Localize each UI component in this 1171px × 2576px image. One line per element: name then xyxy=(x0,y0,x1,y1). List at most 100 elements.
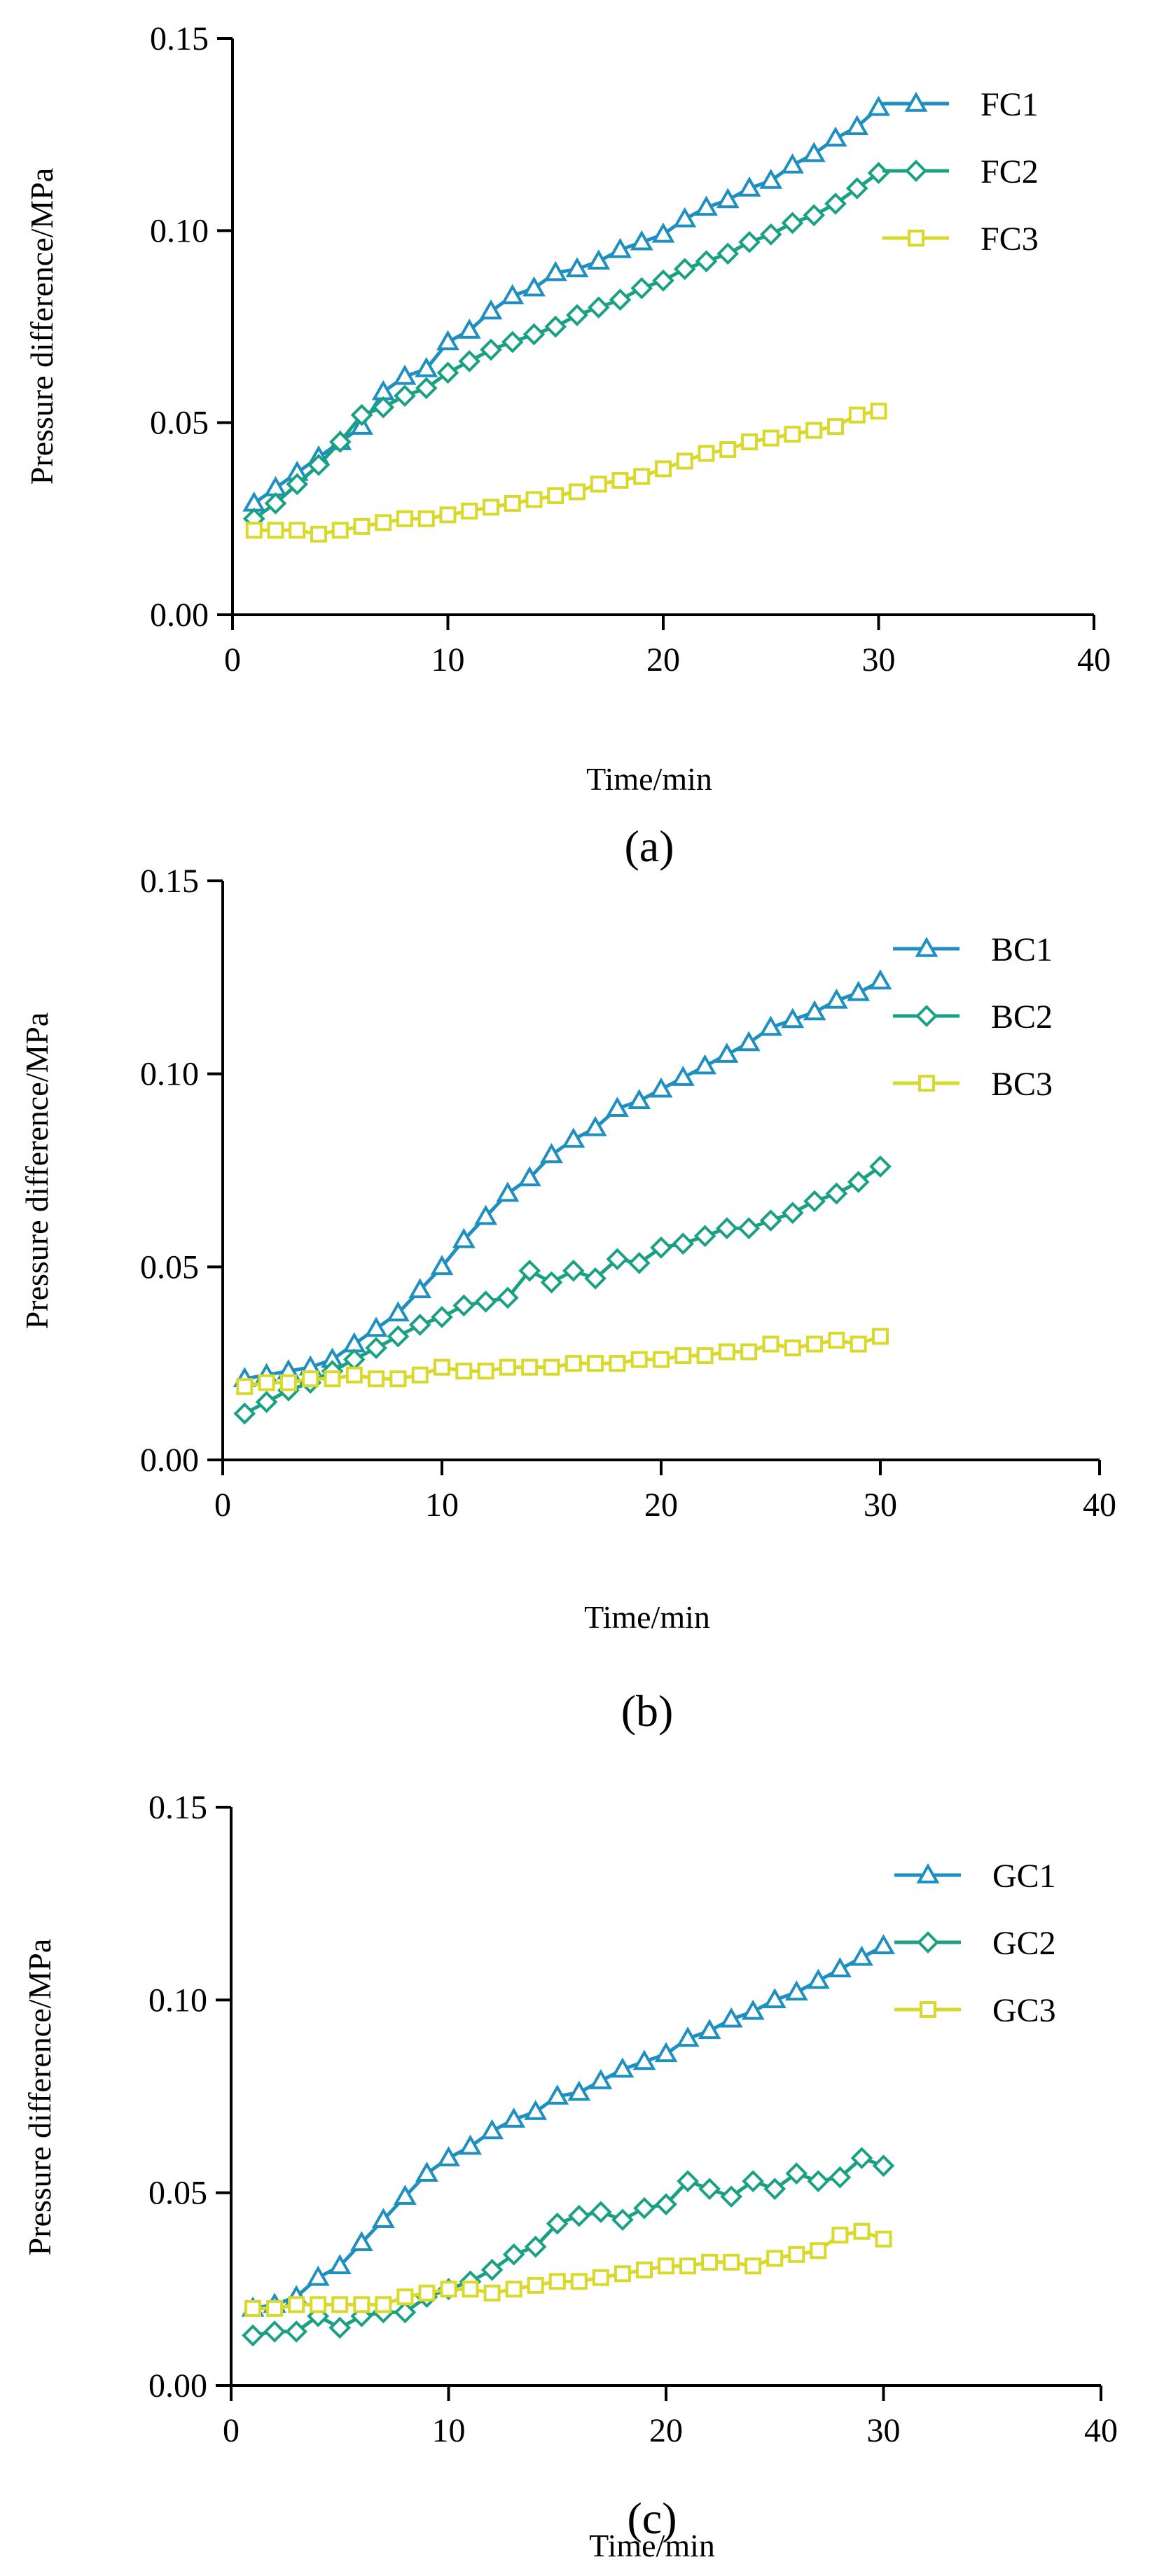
x-tick-label: 10 xyxy=(432,2412,466,2449)
data-point xyxy=(567,2080,591,2101)
data-point xyxy=(364,1316,388,1337)
data-point xyxy=(718,1343,735,1360)
x-tick-label: 20 xyxy=(646,641,680,678)
data-point xyxy=(649,1077,673,1098)
data-point xyxy=(784,1980,808,2001)
data-point xyxy=(716,242,740,265)
chart-panel-1: 0.00 0.05 0.10 0.15 0 10 20 30 40 Time/min Pressur… xyxy=(24,20,1111,871)
data-point xyxy=(310,525,327,543)
y-axis-title: Pressure difference/MPa xyxy=(19,1012,55,1330)
x-tick-label: 20 xyxy=(644,1487,678,1524)
y-tick-label: 0.00 xyxy=(148,2367,207,2404)
data-point xyxy=(806,1968,830,1989)
data-point xyxy=(695,195,718,216)
x-tick-label: 10 xyxy=(431,641,465,678)
data-point xyxy=(331,2296,349,2313)
legend-marker xyxy=(918,1075,935,1092)
data-point xyxy=(609,288,632,311)
data-point xyxy=(824,988,848,1009)
data-point xyxy=(807,2170,830,2192)
legend-label: GC2 xyxy=(992,1925,1056,1962)
data-point xyxy=(676,452,693,470)
data-point xyxy=(415,356,438,377)
data-point xyxy=(483,499,499,516)
data-point xyxy=(698,445,715,462)
data-point xyxy=(255,1391,278,1414)
data-point xyxy=(375,514,392,531)
data-point xyxy=(459,2134,482,2155)
data-point xyxy=(567,2204,590,2227)
data-point xyxy=(310,2296,327,2313)
data-point xyxy=(480,338,502,361)
data-point xyxy=(870,403,887,420)
data-point xyxy=(693,1054,717,1075)
data-point xyxy=(437,2146,460,2166)
legend-item-FC1: FC1 xyxy=(882,86,1039,123)
y-tick-label: 0.00 xyxy=(140,1442,199,1479)
data-point xyxy=(715,1043,739,1063)
data-point xyxy=(802,141,826,162)
y-tick-label: 0.15 xyxy=(150,20,209,57)
data-point xyxy=(696,1347,714,1365)
data-point xyxy=(474,1290,497,1313)
data-point xyxy=(738,230,761,253)
data-point xyxy=(825,1182,848,1205)
data-point xyxy=(328,431,352,453)
data-point xyxy=(845,177,868,200)
data-point xyxy=(288,2296,305,2313)
data-point xyxy=(744,2257,762,2275)
legend-item-BC1: BC1 xyxy=(893,931,1053,968)
data-point xyxy=(848,406,866,424)
data-point xyxy=(233,1402,256,1425)
y-tick-label: 0.10 xyxy=(148,1982,207,2019)
y-tick-label: 0.05 xyxy=(140,1248,199,1286)
x-tick-label: 40 xyxy=(1077,641,1111,678)
x-tick-label: 0 xyxy=(214,1487,231,1524)
data-point xyxy=(719,441,737,459)
data-point xyxy=(673,258,696,281)
x-tick-label: 0 xyxy=(224,641,241,678)
data-point xyxy=(737,1217,761,1240)
y-tick-label: 0.10 xyxy=(150,212,209,249)
data-point xyxy=(263,2320,286,2343)
data-point xyxy=(245,522,263,539)
panel-label: (b) xyxy=(621,1686,674,1736)
legend-marker xyxy=(915,1005,938,1027)
data-point xyxy=(872,2154,895,2177)
data-point xyxy=(867,95,890,116)
data-point xyxy=(548,2273,566,2290)
x-tick-label: 30 xyxy=(862,641,896,678)
data-point xyxy=(614,2265,631,2283)
y-axis-title: Pressure difference/MPa xyxy=(24,168,60,485)
x-tick-label: 20 xyxy=(649,2412,683,2449)
data-point xyxy=(587,296,610,319)
legend-label: FC1 xyxy=(981,86,1039,123)
data-point xyxy=(869,1155,892,1178)
data-point xyxy=(474,1204,498,1225)
data-point xyxy=(546,2084,569,2105)
data-point xyxy=(788,2246,805,2263)
data-point xyxy=(394,2301,417,2324)
data-point xyxy=(497,1286,519,1309)
series-FC2 xyxy=(242,162,890,530)
data-point xyxy=(408,1278,432,1299)
data-point xyxy=(872,1328,889,1345)
data-point xyxy=(587,249,611,270)
series-FC1 xyxy=(242,95,890,512)
legend-item-FC3: FC3 xyxy=(882,221,1039,258)
x-axis-title: Time/min xyxy=(586,761,712,797)
data-point xyxy=(676,2026,700,2047)
data-point xyxy=(496,1181,520,1202)
x-axis-title: Time/min xyxy=(584,1599,710,1635)
data-point xyxy=(502,2243,525,2266)
data-point xyxy=(589,2068,613,2089)
data-point xyxy=(328,2316,352,2339)
legend-marker xyxy=(904,91,928,112)
data-point xyxy=(527,2276,544,2294)
x-tick-label: 40 xyxy=(1083,1487,1116,1524)
legend-label: BC2 xyxy=(991,998,1053,1036)
legend-label: BC1 xyxy=(991,931,1053,968)
data-point xyxy=(674,1347,692,1365)
data-point xyxy=(847,1171,870,1193)
